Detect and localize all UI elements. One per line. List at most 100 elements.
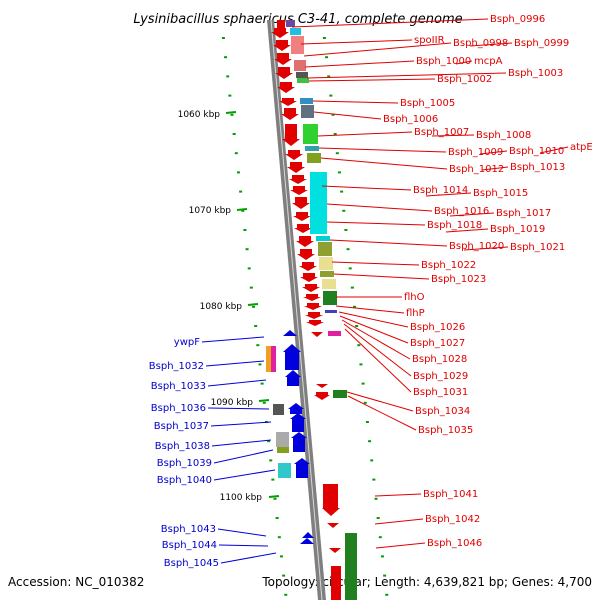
gene-arrow-17 [297, 249, 315, 260]
forward-genes [271, 20, 341, 600]
tick-dot [359, 363, 363, 366]
tick-dot [383, 574, 387, 577]
gene-arrow-7 [281, 108, 299, 120]
right-leader-line [481, 166, 509, 171]
kbp-label-1070: 1070 kbp [189, 206, 232, 216]
feature-magenta-1 [328, 331, 341, 336]
tick-dot [277, 536, 281, 539]
right-leader-line [303, 42, 452, 57]
rev-arrow-4 [288, 403, 304, 414]
tick-dot [267, 440, 271, 443]
gene-label-left: Bsph_1037 [154, 421, 209, 432]
right-leader-line [341, 319, 411, 360]
feature-steel-1 [301, 105, 314, 118]
tick-dot [249, 286, 253, 289]
gene-label-left: Bsph_1032 [149, 361, 204, 372]
rev-arrow-6 [291, 432, 307, 452]
gene-label-right: Bsph_1000 [416, 56, 471, 67]
right-leader-line [313, 111, 382, 120]
right-leader-line [539, 146, 569, 154]
right-leader-line [326, 203, 433, 212]
gene-arrow-21 [303, 294, 321, 301]
gene-label-right: Bsph_0996 [490, 14, 545, 25]
right-leader-line [445, 228, 489, 233]
tick-dot [353, 305, 357, 308]
tick-dot [344, 229, 348, 231]
right-leader-line [312, 100, 399, 104]
gene-label-right: Bsph_1013 [510, 162, 565, 173]
gene-label-right: Bsph_1008 [476, 130, 531, 141]
left-leader-line [205, 360, 265, 367]
gene-bsph-0996 [277, 20, 285, 28]
feature-green-2 [303, 124, 318, 144]
gene-label-right: Bsph_1027 [410, 338, 465, 349]
tick-dot [337, 171, 341, 174]
right-leader-line [374, 493, 422, 497]
tick-dot [241, 209, 245, 212]
gene-label-left: ywpF [174, 337, 200, 348]
feature-olive-1 [307, 153, 321, 163]
tick-dot [325, 56, 329, 59]
gene-arrow-16 [296, 236, 314, 247]
kbp-tick-1090: 1090 kbp [211, 398, 270, 408]
minor-ticks-left [221, 37, 288, 596]
gene-label-right: Bsph_1028 [412, 354, 467, 365]
tick-dot [230, 113, 234, 116]
gene-label-right: Bsph_1026 [410, 322, 465, 333]
gene-label-right: spoIIR [414, 35, 445, 46]
tick-dot [236, 171, 240, 174]
tick-dot [357, 344, 361, 347]
tick-dot [273, 497, 277, 500]
gene-label-right: Bsph_1031 [413, 387, 468, 398]
right-leader-line [326, 221, 426, 226]
tick-dot [374, 497, 378, 500]
right-leader-line [469, 42, 513, 47]
gene-arrow-22 [304, 303, 322, 310]
feature-cyan-big [310, 172, 327, 234]
rev-arrow-2 [283, 344, 301, 370]
rev-gray-2 [276, 432, 289, 447]
tick-dot [385, 593, 389, 596]
rev-arrow-1 [283, 330, 297, 336]
tick-dot [361, 382, 365, 385]
tick-dot [372, 478, 376, 481]
kbp-label-1080: 1080 kbp [200, 302, 243, 312]
tick-dot [247, 267, 251, 270]
right-leader-line [300, 39, 413, 45]
gene-bottom [331, 566, 341, 600]
gene-arrow-5 [277, 82, 295, 93]
right-leader-line [338, 311, 409, 328]
gene-arrow-19 [300, 273, 318, 282]
kbp-tick-1070: 1070 kbp [189, 206, 248, 216]
tick-dot [228, 94, 232, 97]
gene-label-right: Bsph_1018 [427, 220, 482, 231]
gene-label-left: Bsph_1039 [157, 458, 212, 469]
gene-label-right: Bsph_1023 [431, 274, 486, 285]
gene-label-left: Bsph_1036 [151, 403, 206, 414]
gene-label-left: Bsph_1040 [157, 475, 212, 486]
gene-label-right: Bsph_1019 [490, 224, 545, 235]
gene-label-right: Bsph_1041 [423, 489, 478, 500]
left-leader-line [218, 544, 269, 547]
tick-dot [340, 190, 344, 193]
right-leader-line [304, 60, 415, 68]
tick-dot [363, 401, 367, 404]
tick-dot [269, 459, 273, 462]
right-leader-line [320, 157, 448, 170]
feature-purple-top [286, 20, 295, 27]
gene-arrow-23 [305, 312, 323, 319]
gene-arrow-30 [329, 548, 341, 553]
right-labels: Bsph_0996 spoIIR Bsph_0998 Bsph_0999 Bsph_10… [291, 14, 593, 549]
tick-dot [327, 75, 331, 78]
gene-label-right: Bsph_1015 [473, 188, 528, 199]
left-labels: ywpF Bsph_1032 Bsph_1033 Bsph_1036 Bsph_1037… [149, 336, 277, 569]
kbp-label-1090: 1090 kbp [211, 398, 254, 408]
tick-dot [376, 517, 380, 519]
tick-dot [380, 555, 384, 558]
feature-blue-line [325, 310, 337, 313]
left-leader-line [220, 552, 277, 564]
tick-dot [258, 363, 262, 366]
feature-olive-2 [318, 242, 332, 256]
right-leader-line [321, 185, 412, 191]
